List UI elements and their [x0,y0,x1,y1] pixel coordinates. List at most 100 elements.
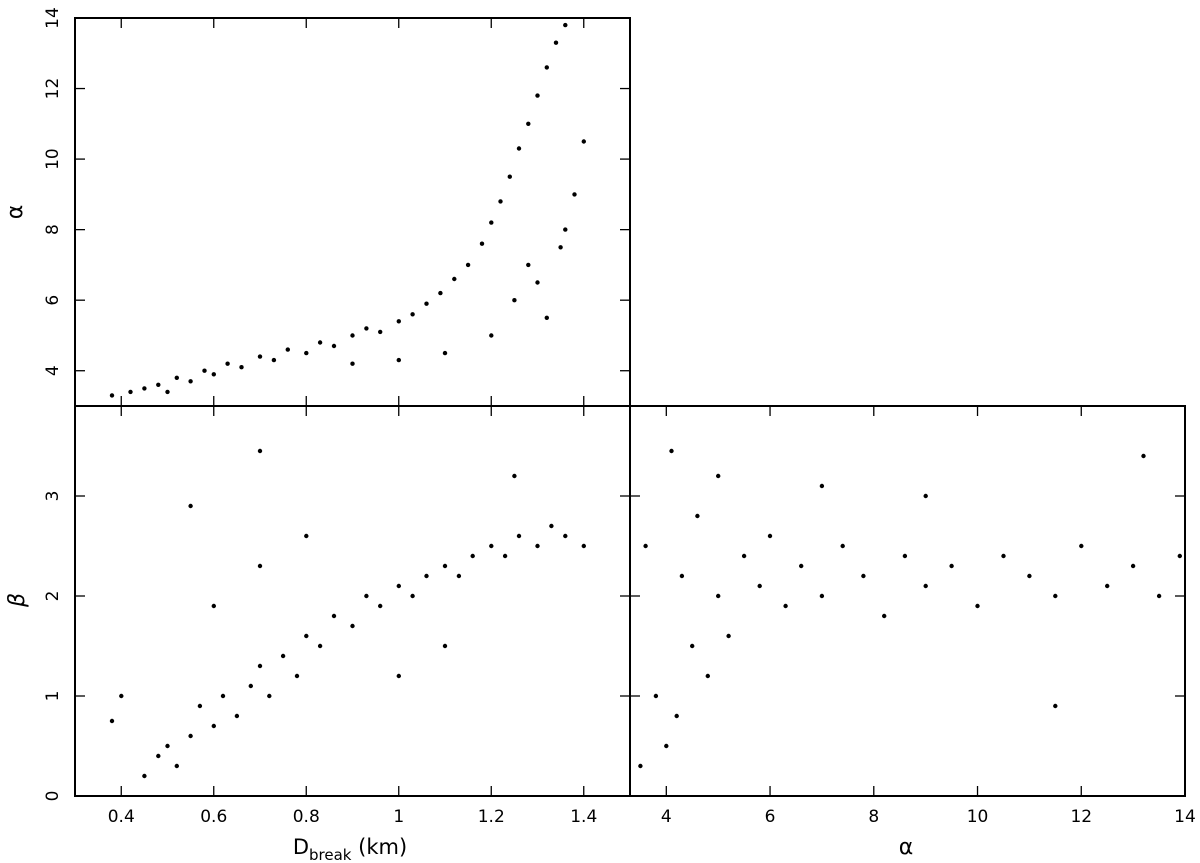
y-tick-label-2: 8 [43,224,63,235]
data-point-1-0-35 [304,533,309,539]
frame-bottom-left [74,405,631,797]
y-tick-label-4: 12 [43,78,63,100]
data-point-0-0-37 [535,280,540,285]
x-tick-label-3: 1 [393,807,404,827]
data-point-1-0-3 [174,763,179,769]
data-point-2-0-28 [1105,583,1110,589]
data-point-1-0-17 [350,623,355,629]
data-point-0-0-31 [526,121,531,127]
data-point-2-0-21 [923,583,928,589]
data-point-0-0-39 [572,192,577,197]
data-point-0-0-27 [489,220,494,225]
data-point-2-0-33 [819,483,825,489]
data-point-2-0-9 [716,593,721,599]
data-point-0-0-22 [424,301,429,306]
data-point-1-0-28 [516,533,522,539]
data-point-2-0-15 [799,563,804,569]
data-point-1-0-10 [257,663,263,669]
data-point-2-0-5 [679,573,685,579]
data-point-0-0-38 [558,245,563,250]
data-point-0-0-15 [317,340,323,345]
data-point-0-0-43 [396,357,401,363]
data-point-0-0-0 [109,393,115,398]
x-axis-label-unit: (km) [358,835,407,859]
frame-bottom-right [629,405,1186,797]
data-point-1-0-21 [410,593,415,599]
data-point-0-0-44 [350,361,355,366]
data-point-1-0-31 [563,533,568,539]
data-point-0-0-6 [188,379,193,384]
data-point-2-0-34 [923,493,928,499]
data-point-1-0-11 [267,693,272,699]
data-point-1-0-12 [280,653,286,659]
data-point-0-0-16 [331,343,337,349]
scatter-points-beta-dbreak [109,448,586,779]
x-tick-label-4: 1.2 [478,807,505,827]
scatter-points-beta-alpha [638,448,1183,769]
y-tick-label-2: 2 [43,591,63,602]
data-point-0-0-32 [535,93,540,98]
data-point-2-0-17 [840,543,845,549]
y-ticks-bottom-left: 0 1 2 3 [43,491,630,802]
x-tick-label-1: 0.6 [200,807,227,827]
data-point-1-0-1 [156,753,161,759]
data-point-2-0-29 [1130,563,1136,569]
data-point-0-0-26 [479,241,485,246]
data-point-2-0-16 [819,593,825,599]
data-point-0-0-13 [285,347,290,352]
data-point-1-0-8 [234,713,240,719]
panel-beta-vs-dbreak: 0.4 0.6 0.8 1 1.2 1.4 0 1 2 3 β Dbreak (km) [5,405,631,863]
y-tick-label-0: 0 [43,791,63,802]
data-point-0-0-42 [489,333,494,338]
data-point-1-0-38 [188,503,193,509]
data-point-2-0-25 [1027,573,1032,579]
data-point-1-0-20 [396,583,401,589]
data-point-1-0-25 [470,553,475,559]
x-tick-label-2: 8 [868,807,879,827]
x-ticks-bottom-left: 0.4 0.6 0.8 1 1.2 1.4 [108,406,597,827]
x-tick-label-0: 4 [661,807,672,827]
data-point-2-0-26 [1053,593,1058,599]
data-point-1-0-36 [396,673,401,679]
y-axis-label-beta: β [5,593,30,608]
y-tick-label-0: 4 [43,365,63,376]
data-point-2-0-2 [653,693,659,699]
data-point-2-0-24 [1001,553,1006,559]
data-point-0-0-23 [438,290,443,296]
data-point-2-0-11 [741,553,747,559]
data-point-2-0-31 [1177,553,1183,559]
panel-alpha-vs-dbreak: 4 6 8 10 12 14 α [3,7,631,407]
data-point-0-0-35 [563,22,568,28]
data-point-1-0-18 [364,593,369,599]
x-ticks-top-left [120,18,585,406]
data-point-0-0-40 [581,139,586,144]
data-point-1-0-15 [317,643,323,649]
data-point-2-0-3 [664,743,669,749]
scatter-points-alpha-dbreak [109,22,586,398]
data-point-1-0-16 [331,613,337,619]
data-point-0-0-29 [507,174,512,179]
data-point-1-0-39 [257,448,263,454]
data-point-1-0-13 [294,673,300,679]
y-ticks-bottom-right [630,495,1185,797]
data-point-0-0-34 [553,40,559,45]
data-point-1-0-23 [442,563,448,569]
data-point-1-0-22 [424,573,429,579]
x-ticks-bottom-right: 4 6 8 10 12 14 [661,406,1196,827]
x-tick-label-5: 1.4 [570,807,597,827]
data-point-2-0-22 [949,563,954,569]
data-point-1-0-41 [119,693,124,699]
data-point-1-0-26 [489,543,494,549]
data-point-0-0-30 [516,146,522,151]
data-point-2-0-30 [1156,593,1162,599]
data-point-0-0-18 [364,326,369,331]
data-point-0-0-2 [142,386,147,391]
data-point-0-0-21 [410,312,415,317]
data-point-1-0-9 [248,683,253,689]
data-point-0-0-10 [239,365,244,370]
data-point-0-0-28 [498,199,503,204]
x-axis-label-alpha: α [899,835,914,860]
data-point-0-0-46 [563,227,568,232]
data-point-0-0-4 [165,389,170,395]
